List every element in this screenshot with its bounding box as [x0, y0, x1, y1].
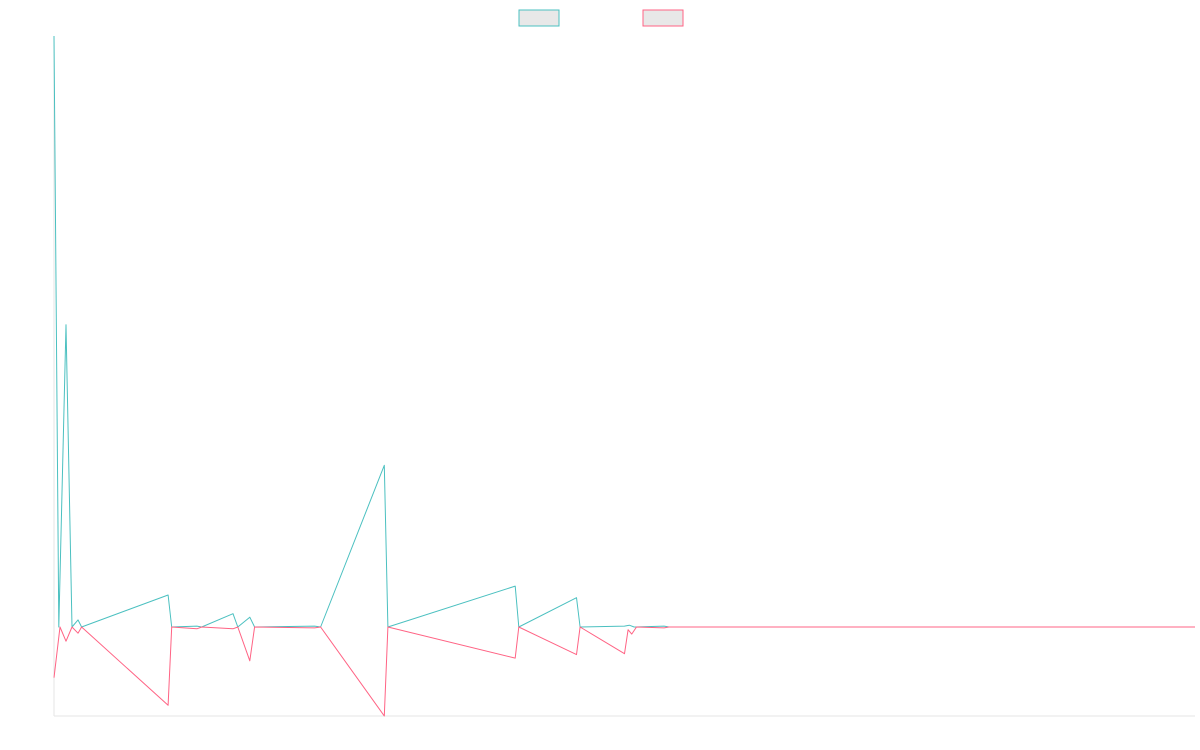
legend-swatch-1[interactable]	[518, 9, 560, 27]
axes	[53, 36, 1195, 717]
series-line-2	[53, 626, 1195, 717]
legend	[518, 9, 684, 27]
series-line-1	[53, 35, 1195, 628]
series-lines	[53, 35, 1195, 717]
legend-swatch-2[interactable]	[642, 9, 684, 27]
